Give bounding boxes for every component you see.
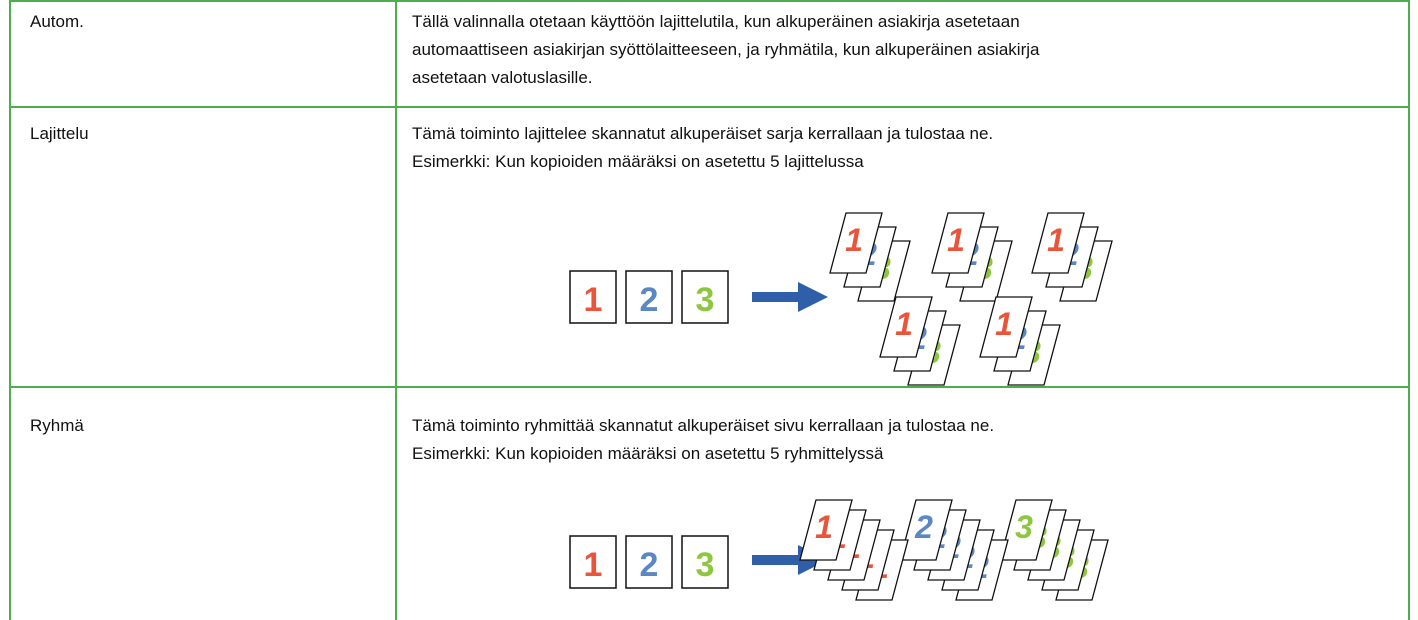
description-line: Tämä toiminto lajittelee skannatut alkup… <box>412 124 994 143</box>
page-number: 3 <box>696 546 715 584</box>
page-number: 2 <box>640 281 659 319</box>
border <box>9 106 1410 108</box>
row-label: Autom. <box>30 12 84 31</box>
sheet-number: 1 <box>845 222 863 258</box>
description-line: Esimerkki: Kun kopioiden määräksi on ase… <box>412 444 884 463</box>
original-page <box>681 270 729 324</box>
description-line: Tämä toiminto ryhmittää skannatut alkupe… <box>412 416 995 435</box>
description-line: Tällä valinnalla otetaan käyttöön lajitt… <box>412 12 1020 31</box>
original-page <box>625 535 673 589</box>
page-number: 1 <box>584 281 603 319</box>
border <box>395 0 397 620</box>
page-number: 2 <box>640 546 659 584</box>
original-page <box>681 535 729 589</box>
row-label: Ryhmä <box>30 416 84 435</box>
page-number: 1 <box>584 546 603 584</box>
arrow <box>798 282 828 312</box>
arrow <box>752 555 800 565</box>
sheet-number: 1 <box>1047 222 1065 258</box>
row-label: Lajittelu <box>30 124 89 143</box>
sheet <box>879 296 933 358</box>
border <box>1408 0 1410 620</box>
sheet <box>979 296 1033 358</box>
border <box>9 386 1410 388</box>
page-number: 3 <box>696 281 715 319</box>
original-page <box>569 270 617 324</box>
original-page <box>569 535 617 589</box>
sheet <box>1031 212 1085 274</box>
arrow <box>752 292 800 302</box>
sheet-number: 3 <box>1015 509 1033 545</box>
border <box>9 0 11 620</box>
sheet <box>931 212 985 274</box>
original-page <box>625 270 673 324</box>
border <box>9 0 1410 2</box>
sheet <box>829 212 883 274</box>
sheet-number: 2 <box>914 509 933 545</box>
description-line: automaattiseen asiakirjan syöttölaittees… <box>412 40 1040 59</box>
sheet-number: 1 <box>895 306 913 342</box>
sheet-number: 1 <box>947 222 965 258</box>
description-line: Esimerkki: Kun kopioiden määräksi on ase… <box>412 152 864 171</box>
sheet <box>799 499 853 561</box>
sheet-number: 1 <box>815 509 833 545</box>
description-line: asetetaan valotuslasille. <box>412 68 593 87</box>
sheet-number: 1 <box>995 306 1013 342</box>
